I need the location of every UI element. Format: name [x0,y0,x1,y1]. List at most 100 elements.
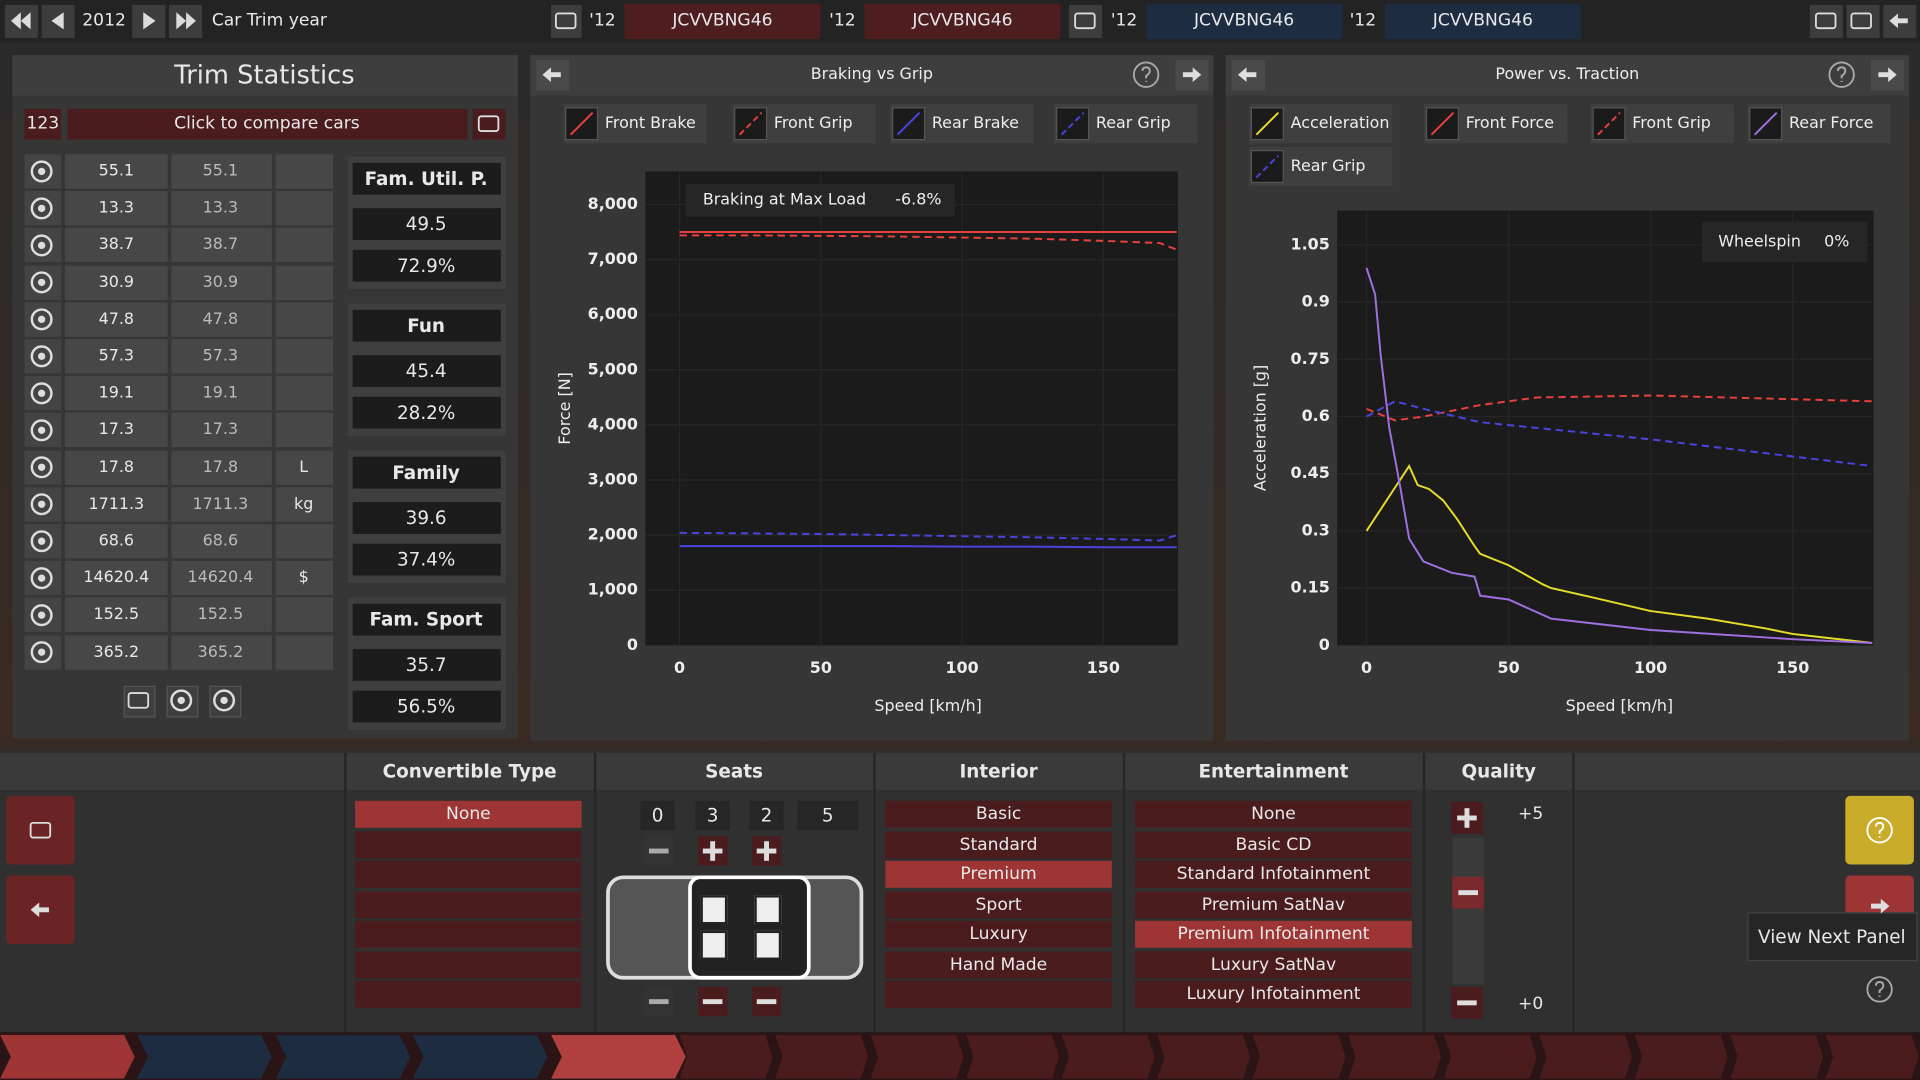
score-value: 45.4 [405,360,447,383]
option-row[interactable] [885,920,1112,948]
tab[interactable] [1252,1034,1346,1079]
seat-button[interactable] [751,836,782,866]
score-label-box [352,456,501,489]
chart-panel [530,55,1214,741]
option-row[interactable] [885,950,1112,978]
row-cell [64,413,168,448]
seat-area [688,875,811,980]
row-icon-cell [24,450,62,485]
nav-button[interactable] [168,4,203,38]
option-row[interactable] [1135,920,1412,948]
nav-button[interactable] [41,4,75,38]
slot-icon[interactable] [551,4,582,38]
tab[interactable] [0,1034,135,1079]
year: 2012 [82,11,126,31]
compare-button-text: Click to compare cars [174,113,360,134]
slot-year: '12 [589,11,616,31]
row-cell [275,339,334,374]
stat-value: 13.3 [98,199,135,218]
seat-button[interactable] [751,986,782,1017]
side-button[interactable] [6,875,75,945]
seat-button[interactable] [697,986,728,1017]
tab[interactable] [775,1034,869,1079]
tool-button[interactable] [1809,4,1843,38]
trim-tool[interactable] [166,685,199,718]
stat-compare: 30.9 [202,273,239,292]
row-cell [275,598,334,633]
warning-button[interactable] [1845,795,1914,865]
tab[interactable] [275,1034,411,1079]
trim-tool[interactable] [209,685,242,718]
slot-year: '12 [1110,11,1138,31]
seat-button[interactable] [644,986,674,1017]
compare-icon[interactable] [472,108,506,140]
tab[interactable] [679,1034,773,1079]
option-row[interactable] [1135,980,1412,1008]
section-title: Entertainment [1198,760,1349,783]
option-row[interactable] [355,800,582,828]
tab[interactable] [412,1034,548,1079]
option-row[interactable] [885,830,1112,858]
score-label: Fam. Util. P. [364,167,488,190]
option-row[interactable] [1135,950,1412,978]
option-row [355,980,582,1008]
slot-box[interactable] [624,3,821,40]
option-row[interactable] [1135,890,1412,918]
row-cell [171,265,272,300]
option-row[interactable] [885,860,1112,888]
option-row[interactable] [1135,860,1412,888]
score-value: 39.6 [405,506,447,529]
tool-button[interactable] [1883,4,1917,38]
stat-value: 1711.3 [88,495,145,514]
row-cell [171,302,272,337]
seat-button[interactable] [697,836,728,866]
tab[interactable] [1157,1034,1251,1079]
tab[interactable] [966,1034,1060,1079]
option-row[interactable] [885,890,1112,918]
stat-compare: 47.8 [202,310,239,329]
tool-button[interactable] [1846,4,1880,38]
tooltip: View Next Panel [1758,925,1906,948]
slot-name: JCVVBNG46 [1432,11,1533,31]
section-divider [344,753,347,1033]
seat-button[interactable] [644,836,674,866]
tab[interactable] [551,1034,686,1079]
side-button[interactable] [6,795,75,865]
compare-id: 123 [26,113,60,134]
row-cell [171,376,272,411]
stat-unit: L [299,458,309,477]
quality-button[interactable] [1451,986,1483,1019]
nav-button[interactable] [4,4,38,38]
seat [754,895,782,925]
tab[interactable] [1825,1034,1919,1079]
slot-box[interactable] [1384,3,1581,40]
slot-box[interactable] [864,3,1061,40]
slot-icon[interactable] [1068,4,1103,38]
option-row[interactable] [1135,830,1412,858]
tab[interactable] [137,1034,272,1079]
tab[interactable] [1634,1034,1728,1079]
tab[interactable] [870,1034,964,1079]
score-box [352,396,501,429]
tab[interactable] [1539,1034,1633,1079]
trim-tool[interactable] [123,685,156,718]
tab[interactable] [1730,1034,1824,1079]
quality-thumb[interactable] [1452,876,1485,909]
row-cell [64,487,168,522]
option-row[interactable] [885,800,1112,828]
row-icon-cell [24,413,62,448]
tab[interactable] [1348,1034,1442,1079]
row-cell [64,302,168,337]
option-label: None [446,804,491,825]
nav-button[interactable] [132,4,166,38]
slot-box[interactable] [1146,3,1343,40]
compare-button[interactable] [67,108,468,140]
score-box [352,648,501,681]
section-title: Seats [705,760,763,783]
quality-button[interactable] [1451,802,1483,834]
option-row[interactable] [1135,800,1412,828]
option-label: None [1251,804,1296,825]
tab[interactable] [1443,1034,1537,1079]
tab[interactable] [1061,1034,1155,1079]
